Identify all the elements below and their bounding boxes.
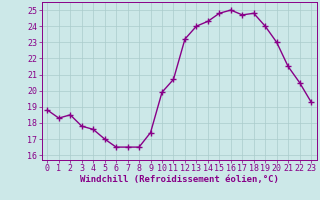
X-axis label: Windchill (Refroidissement éolien,°C): Windchill (Refroidissement éolien,°C) <box>80 175 279 184</box>
